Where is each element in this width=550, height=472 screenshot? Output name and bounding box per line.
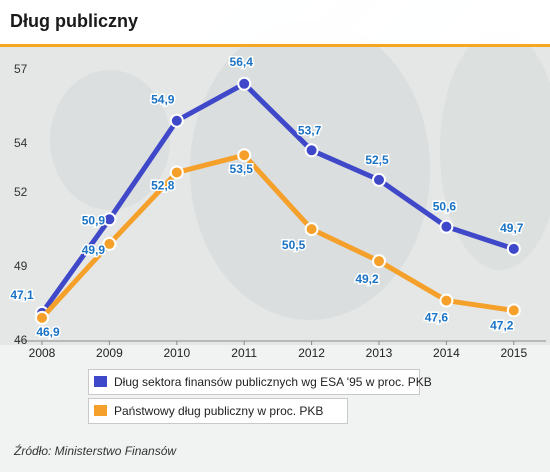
- data-label: 49,2: [355, 272, 379, 286]
- data-point: [169, 113, 184, 128]
- x-tick-label: 2011: [231, 346, 257, 360]
- x-tick-label: 2008: [29, 346, 56, 360]
- x-tick-label: 2014: [433, 346, 460, 360]
- data-label: 50,5: [282, 238, 306, 252]
- y-tick-label: 46: [14, 333, 28, 347]
- data-point: [237, 148, 252, 163]
- data-label: 52,5: [365, 153, 389, 167]
- y-tick-label: 54: [14, 136, 28, 150]
- data-label: 50,6: [433, 200, 457, 214]
- y-tick-label: 52: [14, 185, 28, 199]
- legend-item-esa: Dług sektora finansów publicznych wg ESA…: [88, 369, 432, 395]
- data-label: 52,8: [151, 178, 175, 192]
- chart-axes: 46 49 52 54 57 2008 2009 2010 2011 2012 2013 2014 20…: [14, 62, 546, 360]
- data-label: 54,9: [151, 93, 175, 107]
- data-point: [506, 241, 521, 256]
- x-tick-label: 2010: [163, 346, 190, 360]
- data-point: [304, 143, 319, 158]
- title-bar: Dług publiczny: [0, 0, 550, 44]
- legend-label-state-debt: Państwowy dług publiczny w proc. PKB: [114, 404, 324, 418]
- data-point: [35, 310, 49, 325]
- x-tick-label: 2015: [500, 346, 527, 360]
- data-point: [506, 303, 521, 318]
- y-tick-label: 49: [14, 259, 28, 273]
- x-tick-label: 2009: [96, 346, 123, 360]
- chart-title: Dług publiczny: [10, 11, 138, 31]
- x-tick-label: 2012: [298, 346, 325, 360]
- data-point: [439, 219, 454, 234]
- data-label: 47,1: [10, 288, 34, 302]
- y-tick-label: 57: [14, 62, 28, 76]
- data-label: 53,5: [230, 162, 254, 176]
- source-note: Źródło: Ministerstwo Finansów: [14, 444, 177, 458]
- data-point: [439, 293, 454, 308]
- data-label: 49,7: [500, 221, 524, 235]
- series-line-1: [40, 152, 515, 320]
- data-point: [372, 254, 386, 269]
- series-layer: 47,1 50,9 54,9 56,4 53,7 52,5 50,6 49,7 46,9 49,9…: [9, 53, 525, 340]
- legend-label-esa: Dług sektora finansów publicznych wg ESA…: [114, 375, 432, 389]
- data-point: [372, 172, 386, 187]
- x-tick-label: 2013: [366, 346, 393, 360]
- data-label: 53,7: [298, 123, 322, 137]
- data-label: 46,9: [36, 325, 60, 339]
- legend-swatch-state-debt: [94, 405, 107, 416]
- data-point: [237, 76, 252, 91]
- data-label: 47,6: [425, 311, 449, 325]
- legend-swatch-esa: [94, 376, 107, 387]
- series-line-0: [39, 81, 515, 315]
- data-point: [304, 222, 319, 237]
- legend-item-state-debt: Państwowy dług publiczny w proc. PKB: [88, 398, 348, 424]
- data-label: 47,2: [490, 318, 514, 332]
- data-label: 50,9: [82, 213, 106, 227]
- data-point: [102, 212, 117, 227]
- data-label: 49,9: [82, 243, 106, 257]
- data-point: [169, 165, 184, 180]
- title-accent-line: [0, 44, 550, 47]
- data-label: 56,4: [230, 55, 254, 69]
- data-point: [102, 236, 117, 251]
